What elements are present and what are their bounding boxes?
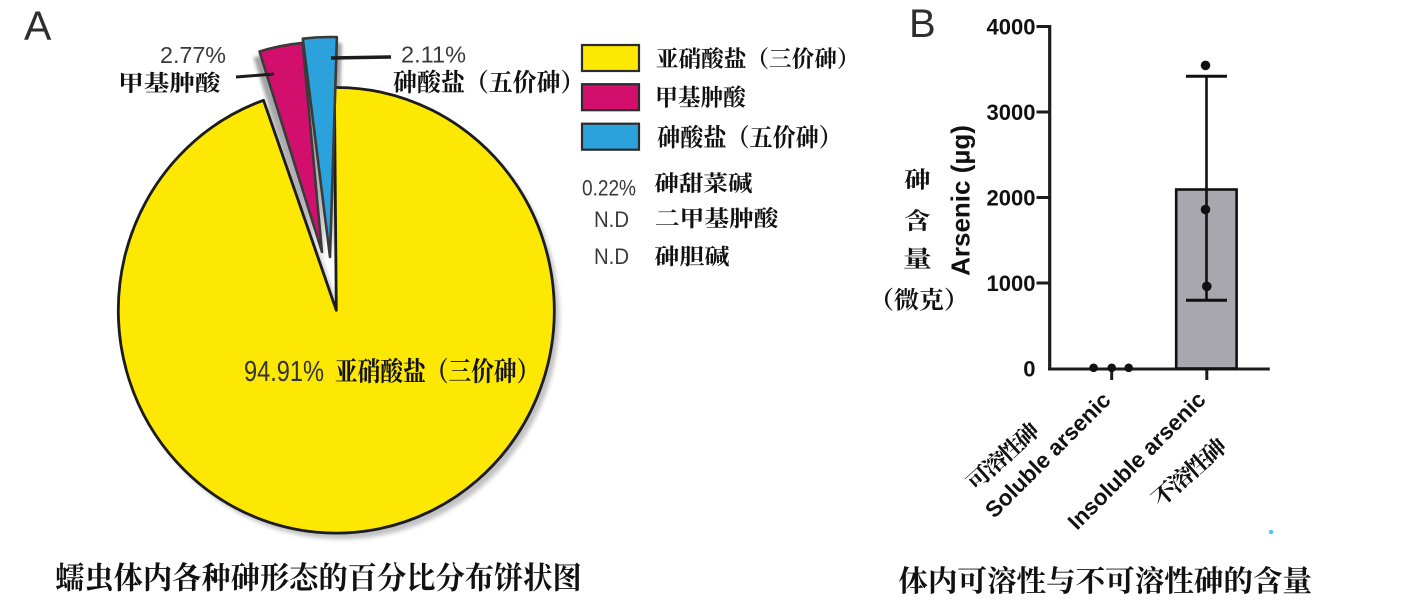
svg-text:1000: 1000	[987, 271, 1036, 296]
svg-text:94.91%: 94.91%	[244, 356, 324, 388]
svg-text:2.11%: 2.11%	[401, 42, 466, 68]
svg-text:2.77%: 2.77%	[160, 42, 226, 68]
svg-text:A: A	[24, 3, 52, 49]
svg-text:3000: 3000	[987, 100, 1036, 125]
svg-text:0: 0	[1023, 356, 1035, 381]
svg-text:0.22%: 0.22%	[582, 176, 636, 201]
svg-text:4000: 4000	[987, 14, 1036, 39]
svg-text:Arsenic (µg): Arsenic (µg)	[946, 125, 976, 276]
svg-text:N.D: N.D	[594, 244, 629, 269]
svg-text:2000: 2000	[987, 185, 1036, 210]
svg-text:N.D: N.D	[594, 207, 629, 232]
svg-text:B: B	[909, 2, 936, 46]
